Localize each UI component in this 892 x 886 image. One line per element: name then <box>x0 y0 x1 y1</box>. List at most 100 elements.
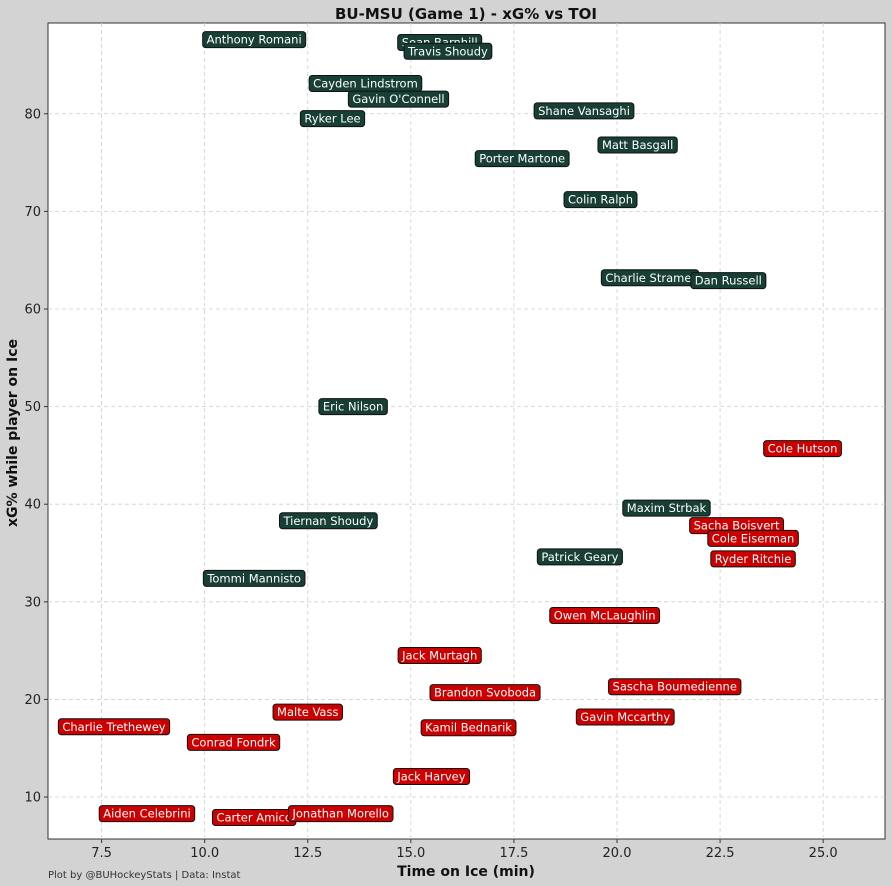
point-label-box <box>287 805 394 823</box>
point-label-box <box>474 150 570 168</box>
point-label-box <box>549 606 660 624</box>
data-point-bu: Cole Hutson <box>763 440 842 458</box>
point-label: Maxim Strbak <box>627 501 707 515</box>
x-tick-label: 15.0 <box>396 846 425 861</box>
point-label: Jack Murtagh <box>401 648 477 662</box>
chart-title: BU-MSU (Game 1) - xG% vs TOI <box>335 5 597 23</box>
data-point-bu: Aiden Celebrini <box>98 805 196 823</box>
point-label: Travis Shoudy <box>407 44 488 58</box>
data-point-bu: Gavin Mccarthy <box>575 708 675 726</box>
point-label-box <box>397 646 482 664</box>
x-axis-ticks: 7.5 10.0 12.5 15.0 17.5 20.0 22.5 25.0 <box>91 839 838 861</box>
point-label-box <box>536 548 623 566</box>
data-point-msu: Gavin O'Connell <box>347 90 450 108</box>
point-label-box <box>202 569 306 587</box>
point-label: Carter Amico <box>216 811 291 825</box>
data-point-msu: Anthony Romani <box>202 31 307 49</box>
data-point-msu: Travis Shoudy <box>403 42 493 60</box>
data-point-bu: Jonathan Morello <box>287 805 394 823</box>
y-tick-label: 20 <box>24 693 41 708</box>
y-tick-label: 30 <box>24 595 41 610</box>
point-label: Shane Vansaghi <box>538 104 630 118</box>
footer-credit: Plot by @BUHockeyStats | Data: Instat <box>48 870 241 881</box>
data-point-msu: Charlie Stramel <box>600 269 700 287</box>
y-tick-label: 70 <box>24 205 41 220</box>
point-label: Conrad Fondrk <box>191 735 276 749</box>
data-point-bu: Cole Eiserman <box>707 529 799 547</box>
data-point-msu: Tiernan Shoudy <box>278 512 378 530</box>
point-label-box <box>622 499 711 517</box>
x-tick-label: 20.0 <box>603 846 632 861</box>
data-point-bu: Jack Murtagh <box>397 646 482 664</box>
point-label: Ryker Lee <box>304 112 360 126</box>
data-point-bu: Brandon Svoboda <box>429 684 541 702</box>
point-label-box <box>575 708 675 726</box>
point-label: Tommi Mannisto <box>206 571 301 585</box>
grid-lines <box>48 23 885 839</box>
point-label: Sacha Boisvert <box>694 519 780 533</box>
y-tick-label: 10 <box>24 791 41 806</box>
data-point-bu: Jack Harvey <box>392 768 471 786</box>
data-point-msu: Porter Martone <box>474 150 570 168</box>
data-point-msu: Tommi Mannisto <box>202 569 306 587</box>
data-point-msu: Patrick Geary <box>536 548 623 566</box>
x-tick-label: 17.5 <box>499 846 528 861</box>
x-tick-label: 22.5 <box>706 846 735 861</box>
data-point-msu: Maxim Strbak <box>622 499 711 517</box>
data-point-msu: Shane Vansaghi <box>533 102 635 120</box>
y-tick-label: 40 <box>24 498 41 513</box>
point-label: Charlie Trethewey <box>62 720 165 734</box>
point-label: Anthony Romani <box>207 33 302 47</box>
point-label-box <box>533 102 635 120</box>
point-label: Aiden Celebrini <box>103 807 190 821</box>
point-label-box <box>763 440 842 458</box>
x-tick-label: 7.5 <box>91 846 112 861</box>
point-label-box <box>272 703 343 721</box>
point-label-box <box>299 110 366 128</box>
point-label: Sascha Boumedienne <box>613 680 737 694</box>
data-point-bu: Sascha Boumedienne <box>608 678 742 696</box>
point-label-box <box>202 31 307 49</box>
point-label-box <box>57 718 171 736</box>
point-label: Porter Martone <box>479 152 565 166</box>
point-label-box <box>429 684 541 702</box>
data-point-bu: Malte Vass <box>272 703 343 721</box>
point-label: Eric Nilson <box>323 400 383 414</box>
data-point-bu: Owen McLaughlin <box>549 606 660 624</box>
point-label: Patrick Geary <box>541 550 618 564</box>
point-label: Dan Russell <box>695 274 762 288</box>
point-label-box <box>278 512 378 530</box>
data-point-msu: Cayden Lindstrom <box>308 75 423 93</box>
x-axis-label: Time on Ice (min) <box>397 864 535 880</box>
point-label: Colin Ralph <box>568 193 633 207</box>
point-label: Tiernan Shoudy <box>282 514 373 528</box>
point-label: Jack Harvey <box>396 770 465 784</box>
point-label-box <box>420 719 517 737</box>
y-tick-label: 60 <box>24 302 41 317</box>
point-label: Brandon Svoboda <box>434 686 536 700</box>
x-tick-label: 12.5 <box>293 846 322 861</box>
point-label-box <box>347 90 450 108</box>
point-label-box <box>563 191 638 209</box>
point-label-box <box>597 136 678 154</box>
point-label-box <box>403 42 493 60</box>
y-axis-label: xG% while player on Ice <box>5 339 21 527</box>
data-point-bu: Charlie Trethewey <box>57 718 171 736</box>
data-point-bu: Carter Amico <box>211 809 297 827</box>
point-label: Cole Hutson <box>768 442 838 456</box>
plot-area <box>47 22 886 840</box>
y-tick-label: 80 <box>24 107 41 122</box>
y-tick-label: 50 <box>24 400 41 415</box>
data-point-msu: Eric Nilson <box>318 398 388 416</box>
point-label-box <box>392 768 471 786</box>
point-label: Gavin O'Connell <box>352 92 444 106</box>
data-point-msu: Dan Russell <box>690 272 767 290</box>
x-tick-label: 25.0 <box>809 846 838 861</box>
point-label-box <box>710 550 796 568</box>
data-point-bu: Kamil Bednarik <box>420 719 517 737</box>
x-tick-label: 10.0 <box>190 846 219 861</box>
point-label: Charlie Stramel <box>605 271 694 285</box>
y-axis-ticks: 10 20 30 40 50 60 70 80 <box>24 107 48 806</box>
point-label-box <box>690 272 767 290</box>
